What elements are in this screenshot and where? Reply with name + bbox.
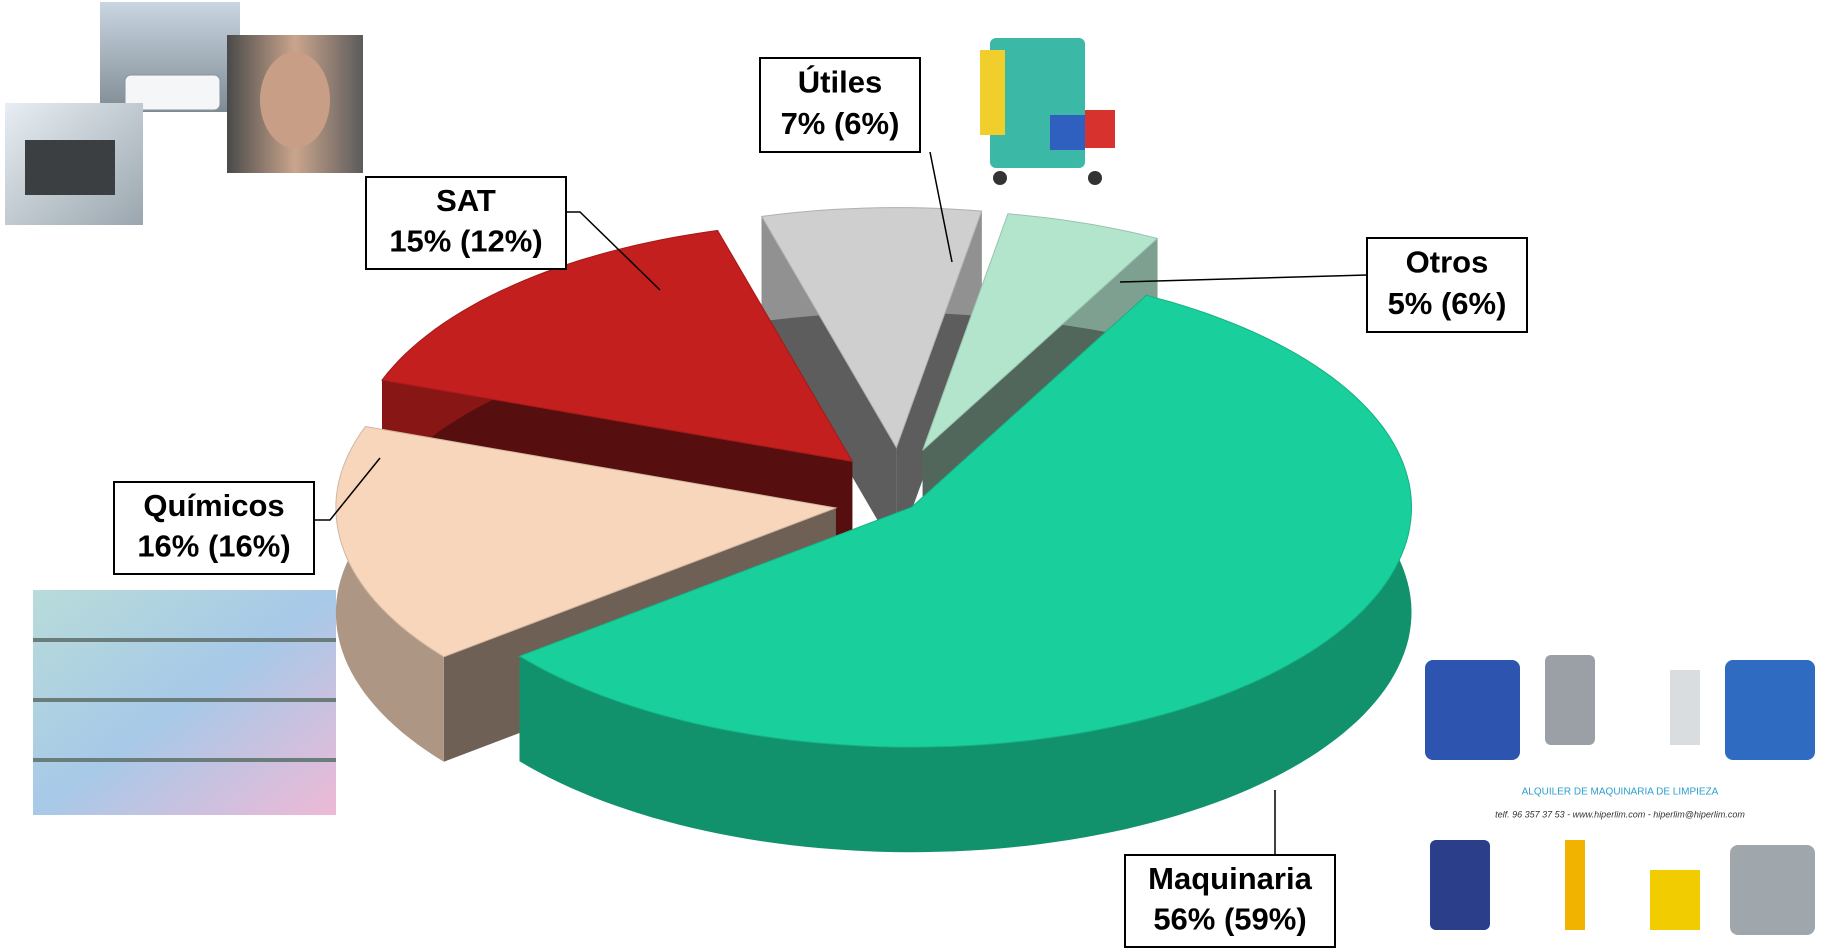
category-label: Útiles xyxy=(798,64,882,100)
annotation: ALQUILER DE MAQUINARIA DE LIMPIEZA xyxy=(1522,787,1719,798)
category-label: Otros xyxy=(1406,245,1489,280)
pie xyxy=(336,208,1412,853)
chemicals-image xyxy=(33,590,336,815)
cart-image xyxy=(980,38,1115,185)
machinery-catalog: ALQUILER DE MAQUINARIA DE LIMPIEZA telf.… xyxy=(1420,650,1820,950)
value-label: 7% (6%) xyxy=(781,106,900,141)
value-label: 56% (59%) xyxy=(1153,901,1306,936)
page: ALQUILER DE MAQUINARIA DE LIMPIEZA telf.… xyxy=(0,0,1825,950)
category-label: SAT xyxy=(436,183,496,218)
value-label: 15% (12%) xyxy=(389,223,542,258)
photo-collage xyxy=(5,2,363,225)
annotation: telf. 96 357 37 53 - www.hiperlim.com - … xyxy=(1495,809,1745,819)
category-label: Maquinaria xyxy=(1148,861,1312,896)
category-label: Químicos xyxy=(143,488,284,523)
chart: ALQUILER DE MAQUINARIA DE LIMPIEZA telf.… xyxy=(0,0,1825,950)
value-label: 16% (16%) xyxy=(137,528,290,563)
value-label: 5% (6%) xyxy=(1388,286,1507,321)
